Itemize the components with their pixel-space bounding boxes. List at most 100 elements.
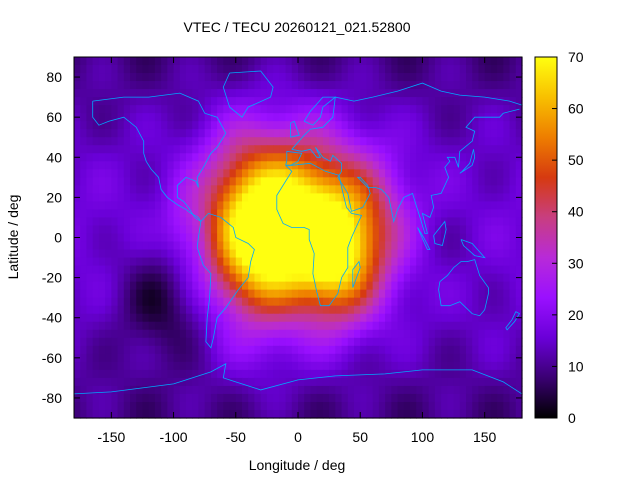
heatmap-cell: [117, 217, 125, 227]
heatmap-cell: [441, 353, 448, 363]
heatmap-cell: [447, 225, 455, 235]
heatmap-cell: [304, 353, 312, 363]
heatmap-cell: [223, 257, 231, 267]
heatmap-cell: [210, 409, 218, 419]
heatmap-cell: [378, 201, 386, 211]
heatmap-cell: [98, 217, 106, 227]
heatmap-cell: [148, 185, 156, 194]
heatmap-cell: [459, 225, 467, 235]
heatmap-cell: [341, 321, 349, 331]
heatmap-cell: [403, 105, 411, 114]
heatmap-cell: [86, 81, 94, 90]
heatmap-cell: [167, 225, 175, 235]
heatmap-cell: [478, 217, 486, 227]
heatmap-cell: [123, 241, 131, 251]
heatmap-cell: [210, 73, 218, 82]
heatmap-cell: [515, 209, 523, 219]
heatmap-cell: [154, 121, 162, 130]
heatmap-cell: [179, 249, 187, 259]
heatmap-cell: [378, 193, 386, 202]
heatmap-cell: [316, 313, 324, 323]
heatmap-cell: [503, 185, 511, 194]
heatmap-cell: [503, 169, 511, 178]
heatmap-cell: [410, 305, 417, 315]
heatmap-cell: [304, 377, 312, 387]
heatmap-cell: [92, 169, 100, 178]
heatmap-cell: [223, 265, 231, 275]
heatmap-cell: [167, 393, 175, 403]
heatmap-cell: [80, 225, 88, 235]
heatmap-cell: [74, 305, 81, 315]
heatmap-cell: [341, 273, 349, 283]
heatmap-cell: [360, 305, 368, 315]
heatmap-cell: [273, 233, 280, 243]
heatmap-cell: [92, 361, 100, 371]
heatmap-cell: [173, 209, 181, 219]
heatmap-cell: [422, 321, 430, 331]
heatmap-cell: [354, 153, 361, 162]
heatmap-cell: [372, 225, 380, 235]
heatmap-cell: [142, 377, 150, 387]
heatmap-cell: [322, 369, 330, 379]
heatmap-cell: [341, 353, 349, 363]
heatmap-cell: [416, 393, 424, 403]
heatmap-cell: [74, 241, 81, 251]
heatmap-cell: [74, 81, 81, 90]
heatmap-cell: [410, 353, 417, 363]
heatmap-cell: [179, 129, 187, 138]
heatmap-cell: [285, 57, 293, 66]
heatmap-cell: [111, 385, 119, 395]
heatmap-cell: [260, 249, 268, 259]
heatmap-cell: [98, 137, 106, 146]
heatmap-cell: [385, 313, 392, 323]
heatmap-cell: [434, 337, 442, 347]
heatmap-cell: [490, 105, 498, 114]
heatmap-cell: [503, 369, 511, 379]
heatmap-cell: [385, 241, 392, 251]
heatmap-cell: [372, 105, 380, 114]
heatmap-cell: [478, 305, 486, 315]
heatmap-cell: [422, 249, 430, 259]
heatmap-cell: [304, 385, 312, 395]
heatmap-cell: [422, 273, 430, 283]
heatmap-cell: [130, 377, 137, 387]
heatmap-cell: [229, 313, 237, 323]
heatmap-cell: [92, 241, 100, 251]
heatmap-cell: [453, 321, 461, 331]
heatmap-cell: [354, 113, 361, 122]
heatmap-cell: [154, 321, 162, 331]
heatmap-cell: [515, 321, 523, 331]
heatmap-cell: [92, 289, 100, 299]
heatmap-cell: [441, 337, 448, 347]
heatmap-cell: [92, 65, 100, 74]
heatmap-cell: [397, 385, 405, 395]
heatmap-cell: [515, 361, 523, 371]
heatmap-cell: [173, 313, 181, 323]
heatmap-cell: [285, 337, 293, 347]
heatmap-cell: [273, 409, 280, 419]
heatmap-cell: [279, 409, 287, 419]
heatmap-cell: [235, 177, 243, 186]
heatmap-cell: [335, 257, 343, 267]
heatmap-cell: [329, 233, 336, 243]
heatmap-cell: [161, 177, 168, 186]
heatmap-cell: [322, 409, 330, 419]
heatmap-cell: [210, 241, 218, 251]
heatmap-cell: [130, 329, 137, 339]
heatmap-cell: [372, 305, 380, 315]
heatmap-cell: [341, 177, 349, 186]
coastline-path: [73, 363, 523, 395]
heatmap-cell: [210, 121, 218, 130]
heatmap-cell: [335, 65, 343, 74]
heatmap-cell: [248, 401, 256, 411]
heatmap-cell: [80, 121, 88, 130]
heatmap-cell: [254, 377, 262, 387]
heatmap-cell: [204, 145, 212, 154]
heatmap-cell: [80, 297, 88, 307]
heatmap-cell: [360, 177, 368, 186]
heatmap-cell: [490, 265, 498, 275]
heatmap-cell: [466, 297, 473, 307]
heatmap-cell: [217, 89, 224, 98]
heatmap-cell: [204, 369, 212, 379]
heatmap-cell: [117, 137, 125, 146]
